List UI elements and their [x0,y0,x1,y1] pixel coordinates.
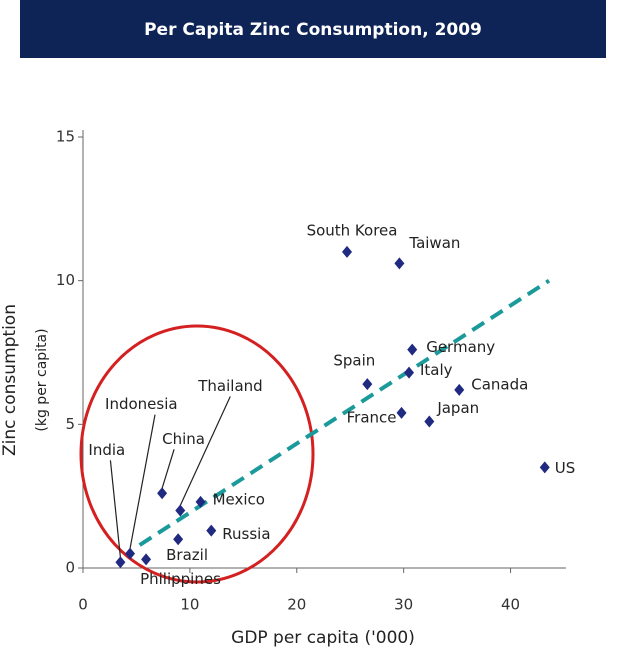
y-axis-label: (kg per capita) [34,328,50,431]
y-tick-label: 0 [65,559,75,577]
point-label: Philippines [140,570,221,588]
point [539,461,550,474]
point [342,245,353,258]
point-label: Spain [333,352,375,370]
title-bar [20,0,606,58]
point-label: France [347,408,397,426]
label-arrow [179,396,231,506]
x-tick-label: 0 [78,596,88,614]
point-label: China [162,430,205,448]
point [424,415,435,428]
point-label: Italy [420,361,453,379]
label-arrow [129,414,156,549]
x-tick-label: 20 [287,596,306,614]
y-tick-label: 10 [56,271,75,289]
point [175,504,186,517]
point [454,383,465,396]
point-label: Mexico [213,490,265,508]
point [141,553,152,566]
point-label: Germany [426,338,495,356]
point [396,406,407,419]
point [195,495,206,508]
point [115,556,126,569]
x-axis-label: GDP per capita ('000) [231,628,415,648]
point-label: Russia [222,525,270,543]
y-tick-label: 15 [56,128,75,146]
point-label: Canada [471,375,528,393]
trend-line [138,278,551,547]
point [404,366,415,379]
point [125,547,136,560]
y-tick-label: 5 [65,415,75,433]
point [407,343,418,356]
point [394,257,405,270]
point-label: Japan [436,399,479,417]
point-label: Thailand [197,377,262,395]
point [206,524,217,537]
x-tick-label: 40 [501,596,520,614]
x-tick-label: 30 [394,596,413,614]
point [157,487,168,500]
y-axis-label: Zinc consumption [0,304,20,456]
point-label: Taiwan [408,234,460,252]
point-label: Indonesia [105,395,178,413]
point-label: India [88,441,125,459]
chart-title: Per Capita Zinc Consumption, 2009 [144,20,482,40]
x-tick-label: 10 [180,596,199,614]
highlight-circle [79,324,315,584]
point-label: US [555,459,576,477]
label-arrow [161,449,175,489]
point-label: Brazil [166,546,208,564]
point [362,378,373,391]
point [173,533,184,546]
point-label: South Korea [307,221,398,239]
label-arrow [109,460,122,558]
